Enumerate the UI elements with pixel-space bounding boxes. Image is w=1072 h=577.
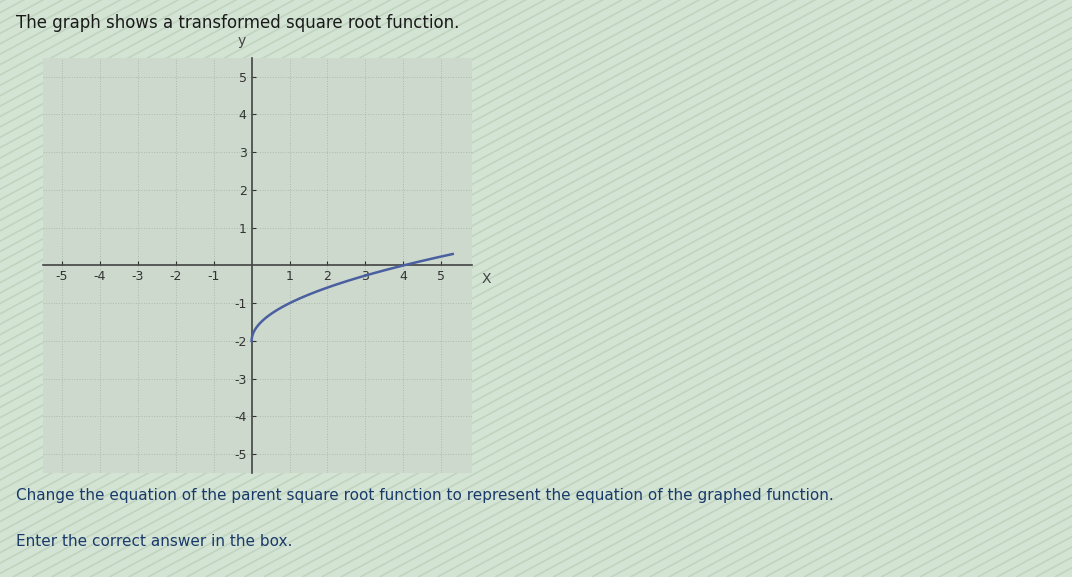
Text: The graph shows a transformed square root function.: The graph shows a transformed square roo… xyxy=(16,14,460,32)
Text: Change the equation of the parent square root function to represent the equation: Change the equation of the parent square… xyxy=(16,488,834,503)
Text: y: y xyxy=(238,34,247,48)
Text: Enter the correct answer in the box.: Enter the correct answer in the box. xyxy=(16,534,293,549)
Text: X: X xyxy=(481,272,491,286)
